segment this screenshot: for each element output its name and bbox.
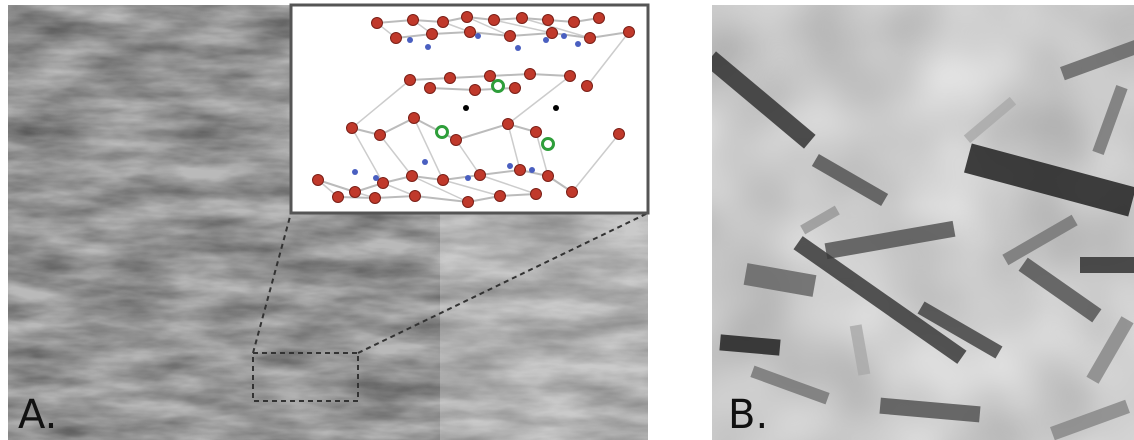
atom [333, 192, 344, 203]
atom [370, 193, 381, 204]
atom [531, 189, 542, 200]
atom [515, 45, 521, 51]
atom [493, 81, 504, 92]
atom [495, 191, 506, 202]
atom [569, 17, 580, 28]
atom [378, 178, 389, 189]
figure: A. B. [0, 0, 1134, 440]
atom [543, 171, 554, 182]
atom [565, 71, 576, 82]
atom [352, 169, 358, 175]
atom [373, 175, 379, 181]
atom [547, 28, 558, 39]
light-region [440, 200, 648, 440]
atom [407, 37, 413, 43]
atom [582, 81, 593, 92]
atom [510, 83, 521, 94]
atom [575, 41, 581, 47]
atom [475, 170, 486, 181]
atom [437, 127, 448, 138]
atom [445, 73, 456, 84]
atom [507, 163, 513, 169]
atom [438, 17, 449, 28]
atom [624, 27, 635, 38]
atom [531, 127, 542, 138]
atom [567, 187, 578, 198]
atom [438, 175, 449, 186]
atom [553, 105, 559, 111]
atom [427, 29, 438, 40]
atom [313, 175, 324, 186]
panel-a: A. [8, 5, 648, 440]
nanorod [1080, 257, 1134, 273]
atom [561, 33, 567, 39]
atom [408, 15, 419, 26]
atom [463, 105, 469, 111]
atom [585, 33, 596, 44]
atom [350, 187, 361, 198]
atom [463, 197, 474, 208]
atom [515, 165, 526, 176]
atom [422, 159, 428, 165]
atom [505, 31, 516, 42]
atom [543, 15, 554, 26]
atom [347, 123, 358, 134]
atom [614, 129, 625, 140]
page: A. B. (() => { const data = JSON.parse(d… [0, 0, 1134, 440]
atom [543, 37, 549, 43]
panel-label: A. [18, 392, 57, 438]
atom [391, 33, 402, 44]
atom [375, 130, 386, 141]
atom [470, 85, 481, 96]
atom [462, 12, 473, 23]
atom [405, 75, 416, 86]
atom [594, 13, 605, 24]
atom [465, 175, 471, 181]
atom [409, 113, 420, 124]
panel-label: B. [728, 392, 768, 438]
atom [503, 119, 514, 130]
atom [465, 27, 476, 38]
atom [451, 135, 462, 146]
atom [543, 139, 554, 150]
atom [425, 83, 436, 94]
atom [529, 167, 535, 173]
atom [372, 18, 383, 29]
panel-b: B. [704, 5, 1134, 440]
atom [489, 15, 500, 26]
atom [525, 69, 536, 80]
atom [407, 171, 418, 182]
atom [517, 13, 528, 24]
atom [425, 44, 431, 50]
atom [475, 33, 481, 39]
atom [410, 191, 421, 202]
atom [485, 71, 496, 82]
